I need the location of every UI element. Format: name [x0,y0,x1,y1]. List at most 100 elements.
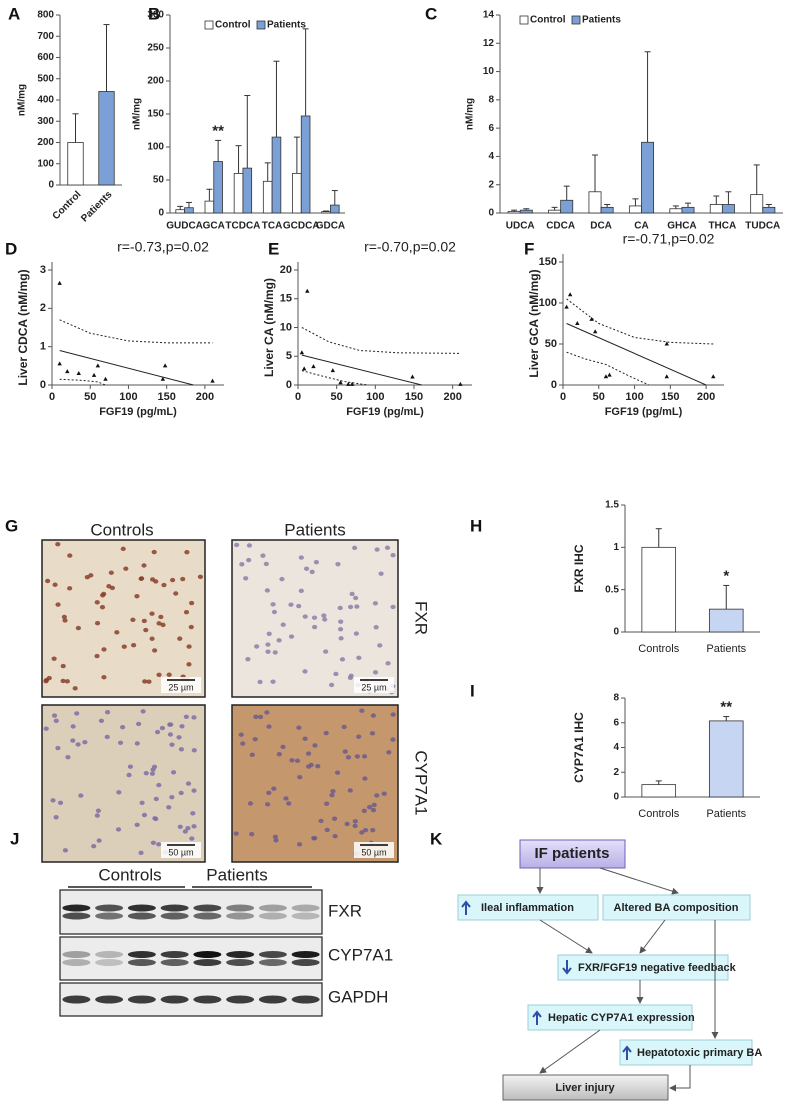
micrograph-grid: 25 µm 25 µm 50 µm 50 µm [41,539,399,863]
y-tick-label: 6 [488,123,494,134]
blot-band [95,912,124,920]
scale-bar-box [161,842,201,858]
nucleus [120,724,126,730]
nucleus [142,679,148,684]
nucleus [390,737,396,742]
nucleus [74,711,80,716]
confidence-band [301,370,368,386]
point [95,363,101,368]
nucleus [67,586,73,591]
nucleus [72,686,78,691]
x-axis-label: FGF19 (pg/mL) [605,406,683,418]
nucleus [60,678,66,684]
node-label: Altered BA composition [614,902,739,914]
nucleus [185,781,192,786]
nucleus [166,805,172,810]
nucleus [136,721,142,727]
nucleus [362,776,368,781]
point [664,341,669,346]
nucleus [353,595,359,601]
x-tick-label: GUDCA [166,221,203,232]
y-tick-label: 100 [539,297,557,309]
nucleus [161,582,167,588]
nucleus [62,848,69,853]
nucleus [57,800,64,805]
bar [175,209,185,214]
nucleus [186,644,192,649]
nucleus [116,790,122,795]
bar [669,208,683,214]
down-icon [562,960,572,975]
bar [681,206,695,214]
y-tick-label: 4 [488,151,494,162]
nucleus [298,588,304,594]
point [664,374,669,379]
nucleus [108,570,114,575]
blot-band [62,912,91,920]
nucleus [183,610,190,615]
blot-band [95,951,124,958]
x-tick-label: GHCA [667,221,696,232]
nucleus [149,577,156,582]
nucleus [276,752,282,757]
nucleus [315,763,321,769]
nucleus [283,796,289,801]
y-tick-label: 0 [488,208,494,219]
x-tick-label: 100 [625,391,643,403]
legend-label: Control [215,20,251,31]
nucleus [55,745,61,751]
point [593,329,598,334]
panel-letter: J [10,829,19,848]
nucleus [75,625,81,631]
blot-band [160,995,189,1004]
nucleus [356,655,362,661]
panel-letter: E [268,239,279,258]
blot-band [127,912,156,920]
blot-band [258,959,287,966]
significance: ** [720,699,732,716]
nucleus [134,741,140,746]
nucleus [189,600,195,606]
nucleus [99,604,106,610]
nucleus [359,708,365,713]
nucleus [98,718,105,724]
nucleus [141,812,148,818]
nucleus [335,561,341,567]
x-tick-label: 150 [157,391,175,403]
nucleus [337,605,343,611]
point [301,366,307,371]
nucleus [91,844,97,849]
nucleus [324,827,330,833]
nucleus [311,835,317,841]
nucleus [151,549,157,555]
nucleus [344,821,350,827]
nucleus [371,802,377,808]
y-tick-label: 100 [37,158,54,169]
point [311,364,316,369]
bar [708,720,744,798]
point [299,350,305,355]
nucleus [233,831,239,836]
y-tick-label: 5 [286,350,292,362]
y-tick-label: 700 [37,31,54,42]
nucleus [270,602,276,607]
nucleus [115,827,122,832]
nucleus [188,624,194,630]
arrow [539,919,593,954]
nucleus [70,724,76,729]
x-tick-label: 200 [196,391,214,403]
node-box [519,839,626,869]
group-label: Patients [206,865,267,884]
nucleus [197,574,204,579]
nucleus [120,546,126,552]
nucleus [276,638,282,643]
nucleus [245,656,251,662]
x-axis-label: FGF19 (pg/mL) [99,406,177,418]
panel-letter: G [5,516,18,535]
nucleus [143,771,149,776]
x-tick-label: 150 [405,391,423,403]
scale-bar-label: 25 µm [361,682,386,692]
x-tick-label: THCA [708,221,736,232]
nucleus [265,649,271,654]
nucleus [297,774,303,780]
